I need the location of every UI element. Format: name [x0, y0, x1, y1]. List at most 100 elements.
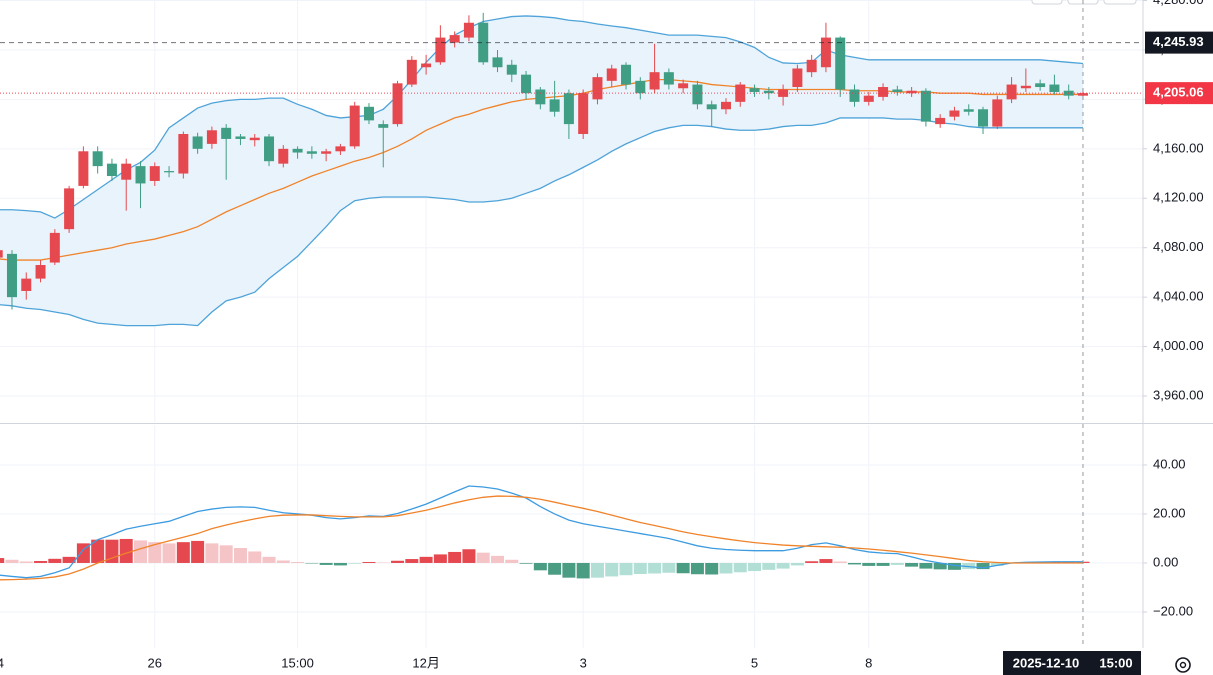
histogram-bar — [219, 545, 233, 563]
candle-body — [406, 59, 417, 85]
crosshair-time: 15:00 — [1099, 655, 1132, 670]
histogram-bar — [947, 562, 961, 570]
candle-body — [763, 90, 774, 94]
indicator-line — [0, 117, 1083, 327]
candle-body — [635, 80, 646, 94]
histogram-bar — [976, 562, 990, 570]
x-tick-label: 26 — [148, 655, 162, 670]
histogram-bar — [762, 562, 776, 570]
candle-body — [292, 148, 303, 153]
candle-body — [0, 250, 3, 258]
candle-body — [49, 232, 60, 263]
crosshair-date: 2025-12-10 — [1013, 655, 1080, 670]
candle-body — [621, 64, 632, 85]
candle-body — [478, 22, 489, 63]
histogram-bar — [405, 559, 419, 563]
histogram-bar — [5, 559, 19, 563]
histogram-bar — [562, 562, 576, 578]
y-tick-label: 40.00 — [1153, 456, 1186, 471]
histogram-bar — [91, 539, 105, 563]
histogram-bar — [505, 559, 519, 563]
candle-body — [78, 151, 89, 186]
candle-body — [349, 105, 360, 147]
histogram-bar — [833, 561, 847, 563]
candle-body — [421, 63, 432, 68]
histogram-bar — [990, 562, 1004, 566]
candle-body — [906, 90, 917, 94]
histogram-bar — [176, 542, 190, 563]
histogram-bar — [862, 562, 876, 566]
histogram-bar — [76, 543, 90, 563]
y-tick-label: 3,960.00 — [1153, 387, 1204, 402]
toolbar-button[interactable] — [1031, 0, 1063, 5]
candle-body — [106, 163, 117, 177]
histogram-bar — [790, 562, 804, 566]
histogram-bar — [48, 558, 62, 563]
candle-body — [306, 151, 317, 154]
candle-body — [978, 109, 989, 127]
candle-body — [806, 59, 817, 73]
candle-body — [649, 72, 660, 90]
histogram-bar — [548, 562, 562, 575]
candle-body — [363, 106, 374, 121]
histogram-bar — [62, 556, 76, 563]
histogram-bar — [448, 551, 462, 563]
candle-body — [578, 93, 589, 134]
settings-button[interactable] — [1175, 657, 1191, 673]
histogram-bar — [748, 562, 762, 572]
histogram-bar — [319, 562, 333, 565]
x-tick-label: 4 — [0, 655, 4, 670]
candle-body — [878, 87, 889, 97]
toolbar-button[interactable] — [1103, 0, 1137, 5]
histogram-bar — [134, 540, 147, 563]
candle-body — [92, 151, 103, 167]
x-tick-label: 15:00 — [281, 655, 314, 670]
histogram-bar — [619, 562, 633, 576]
candle-body — [735, 84, 746, 102]
candle-body — [892, 89, 903, 92]
histogram-bar — [391, 560, 405, 563]
histogram-bar — [205, 543, 219, 563]
histogram-bar — [348, 562, 362, 564]
histogram-bar — [362, 561, 376, 563]
histogram-bar — [34, 561, 48, 563]
price-label: 4,245.93 — [1153, 34, 1204, 49]
y-tick-label: 4,280.00 — [1153, 0, 1204, 7]
histogram-bar — [233, 548, 247, 563]
settings-icon-core[interactable] — [1179, 661, 1187, 669]
candle-body — [920, 90, 931, 122]
candle-body — [392, 83, 403, 125]
histogram-bar — [276, 560, 290, 563]
histogram-bar — [191, 540, 205, 563]
candle-body — [521, 74, 532, 94]
y-tick-label: 4,080.00 — [1153, 239, 1204, 254]
candle-body — [135, 166, 146, 184]
candle-body — [706, 104, 717, 110]
candle-body — [592, 77, 603, 100]
histogram-bar — [890, 562, 904, 565]
histogram-bar — [662, 562, 676, 573]
candle-body — [849, 89, 860, 102]
candle-body — [463, 22, 474, 38]
candle-body — [606, 68, 617, 81]
candle-body — [1035, 83, 1046, 88]
x-tick-label: 5 — [751, 655, 758, 670]
candle-body — [506, 64, 517, 75]
indicator-line — [0, 15, 1084, 219]
histogram-bar — [905, 562, 919, 567]
candle-body — [378, 124, 389, 128]
candle-body — [535, 89, 546, 105]
macd-line — [0, 485, 1083, 579]
candle-body — [1077, 93, 1088, 96]
histogram-bar — [776, 562, 790, 569]
candle-body — [449, 35, 460, 43]
candle-body — [1006, 84, 1017, 100]
histogram-bar — [162, 543, 176, 563]
y-tick-label: 4,000.00 — [1153, 338, 1204, 353]
candle-body — [949, 110, 960, 117]
settings-icon[interactable] — [1175, 657, 1191, 673]
price-label-box — [1145, 82, 1213, 105]
candle-body — [35, 265, 46, 279]
candle-body — [549, 99, 560, 112]
histogram-bar — [605, 562, 619, 577]
